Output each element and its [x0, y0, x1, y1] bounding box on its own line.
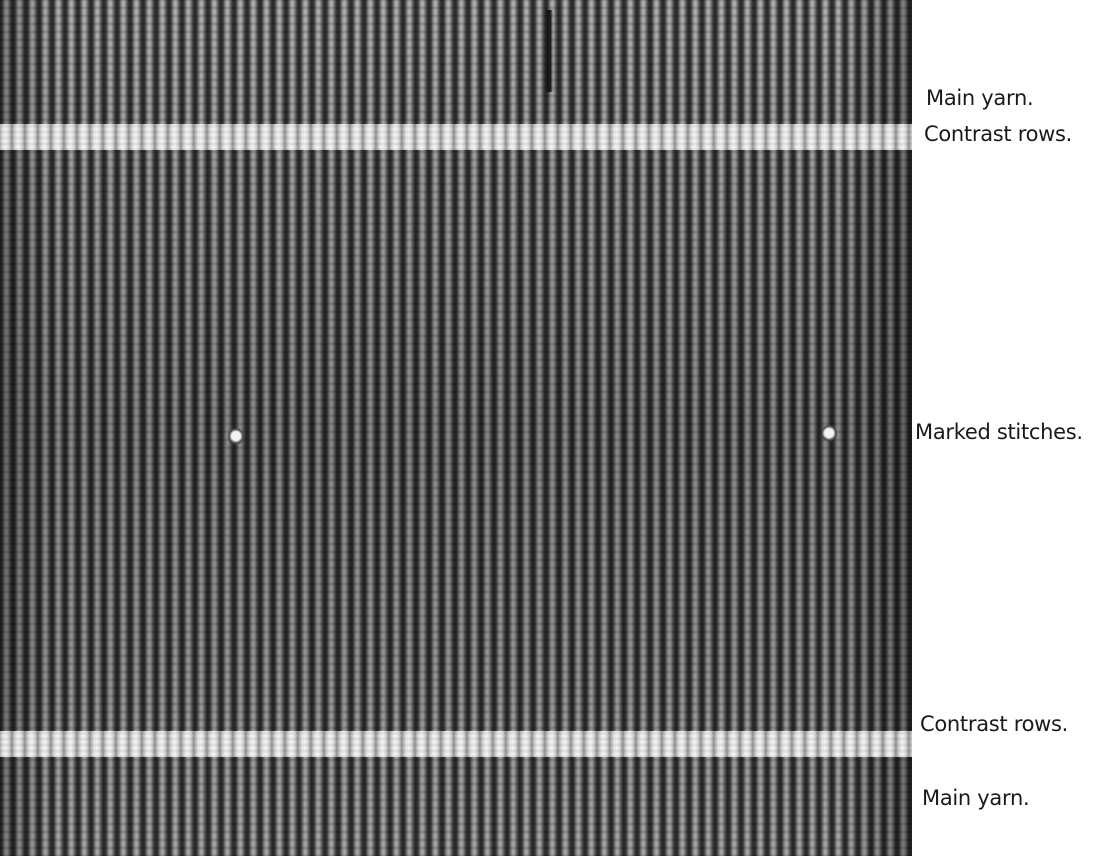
contrast-rows-top-band [0, 124, 912, 150]
contrast-rows-bottom-band [0, 731, 912, 757]
label-marked-stitches: Marked stitches. [915, 420, 1083, 444]
dark-thread [545, 10, 553, 92]
label-contrast-rows-bottom: Contrast rows. [920, 712, 1069, 736]
marked-stitch-left [228, 428, 244, 446]
label-contrast-rows-top: Contrast rows. [924, 122, 1073, 146]
label-main-yarn-bottom: Main yarn. [922, 786, 1030, 810]
knitted-swatch-image [0, 0, 912, 856]
marked-stitch-right [821, 425, 837, 443]
label-main-yarn-top: Main yarn. [926, 86, 1034, 110]
